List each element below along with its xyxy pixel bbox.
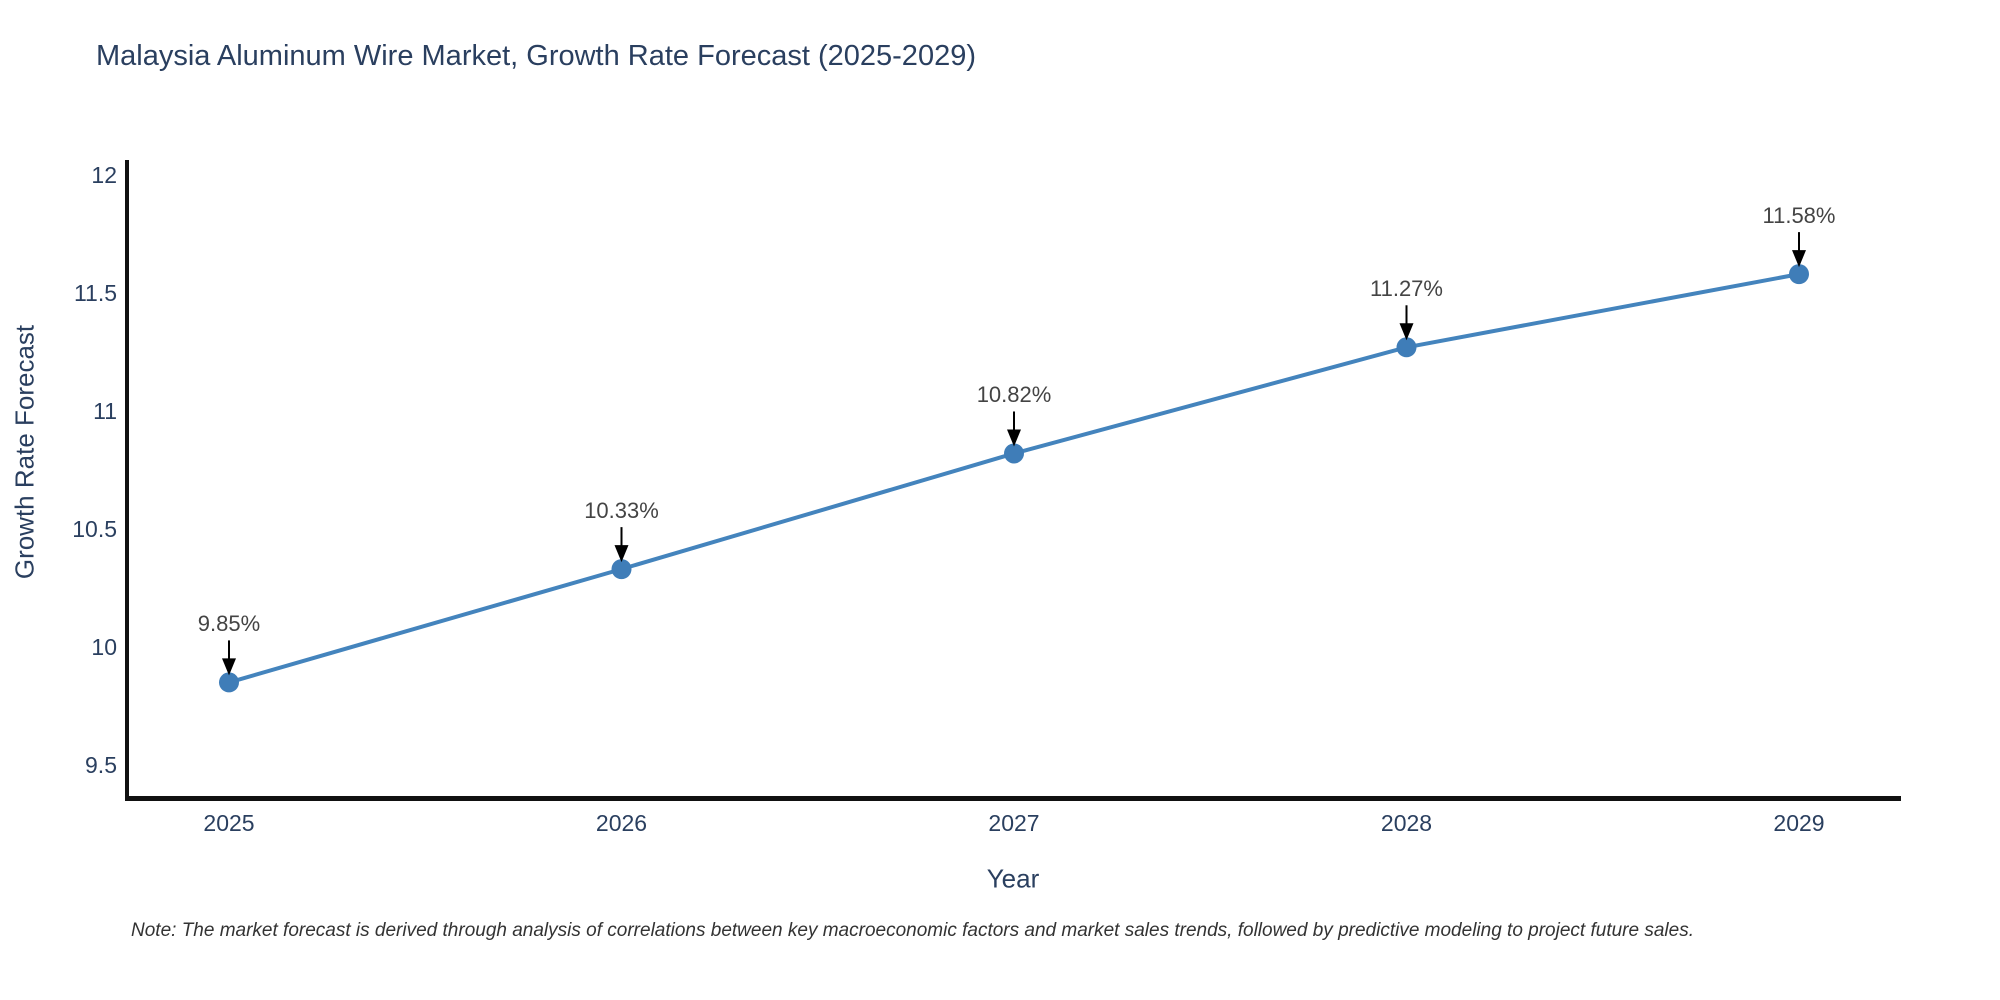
data-point-marker bbox=[219, 672, 239, 693]
data-point-marker bbox=[611, 559, 632, 580]
x-tick-label: 2029 bbox=[1773, 810, 1825, 836]
chart-title: Malaysia Aluminum Wire Market, Growth Ra… bbox=[96, 40, 976, 72]
annotation-arrowhead-icon bbox=[1792, 250, 1806, 268]
point-annotation-label: 9.85% bbox=[197, 611, 261, 637]
x-axis-line bbox=[125, 796, 1901, 801]
y-tick-label: 11.5 bbox=[73, 280, 117, 306]
trend-line bbox=[227, 272, 1801, 685]
point-annotation-label: 10.33% bbox=[584, 498, 659, 524]
data-point-marker bbox=[1004, 443, 1024, 464]
footnote: Note: The market forecast is derived thr… bbox=[131, 920, 1694, 941]
point-annotation-label: 11.27% bbox=[1370, 276, 1443, 302]
annotation-arrowhead-icon bbox=[1399, 323, 1414, 341]
y-tick-label: 9.5 bbox=[85, 752, 117, 778]
y-tick-label: 10 bbox=[91, 634, 117, 660]
x-tick-label: 2025 bbox=[203, 810, 255, 836]
y-tick-label: 12 bbox=[91, 162, 117, 188]
x-tick-label: 2027 bbox=[988, 810, 1040, 836]
data-point-marker bbox=[1396, 337, 1417, 358]
y-axis-line bbox=[125, 160, 129, 801]
y-tick-label: 11 bbox=[93, 398, 117, 424]
x-tick-label: 2026 bbox=[595, 810, 648, 836]
point-annotation-label: 10.82% bbox=[976, 382, 1052, 408]
x-axis-title: Year bbox=[986, 863, 1040, 894]
annotation-arrowhead-icon bbox=[614, 545, 629, 563]
y-tick-label: 10.5 bbox=[72, 516, 117, 542]
data-point-marker bbox=[1789, 264, 1809, 285]
annotation-arrowhead-icon bbox=[1007, 429, 1021, 447]
point-annotation-label: 11.58% bbox=[1762, 203, 1836, 229]
x-tick-label: 2028 bbox=[1380, 810, 1433, 836]
annotation-arrowhead-icon bbox=[222, 658, 236, 676]
